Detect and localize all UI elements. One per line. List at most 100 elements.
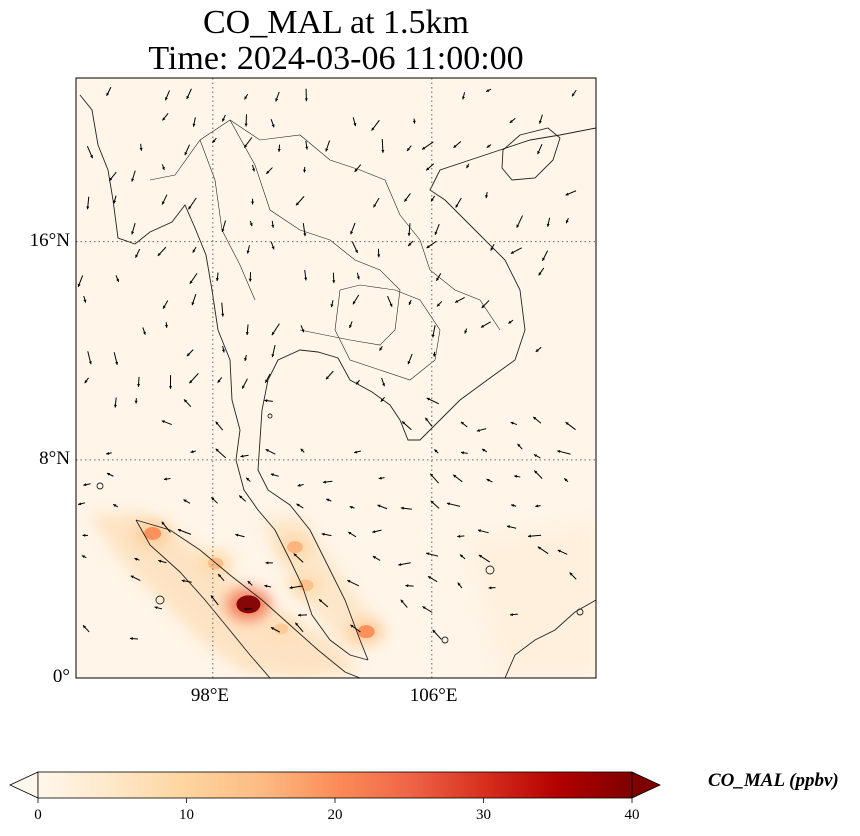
wind-arrow bbox=[347, 531, 357, 538]
wind-arrow bbox=[304, 269, 308, 281]
wind-arrow bbox=[106, 86, 112, 97]
wind-arrow bbox=[371, 119, 380, 131]
wind-arrow bbox=[569, 572, 577, 580]
wind-arrow bbox=[321, 532, 332, 537]
wind-arrow bbox=[295, 196, 305, 206]
wind-arrow bbox=[270, 119, 275, 128]
wind-arrow bbox=[241, 378, 248, 389]
wind-arrow bbox=[245, 477, 251, 482]
wind-arrow bbox=[108, 171, 117, 182]
map-frame bbox=[75, 77, 597, 679]
wind-arrow bbox=[137, 376, 141, 387]
wind-arrow bbox=[352, 294, 360, 305]
wind-arrow bbox=[264, 584, 272, 588]
wind-arrow bbox=[238, 495, 247, 502]
wind-arrow bbox=[106, 451, 112, 455]
concentration-hotspot bbox=[264, 617, 298, 641]
wind-arrow bbox=[476, 428, 487, 432]
wind-arrow bbox=[300, 325, 305, 333]
concentration-hotspot bbox=[134, 520, 171, 547]
wind-arrow bbox=[457, 582, 463, 589]
wind-arrow bbox=[509, 118, 516, 124]
wind-arrow bbox=[446, 502, 461, 507]
lon-tick-label: 98°E bbox=[190, 685, 230, 706]
wind-arrow bbox=[161, 194, 168, 205]
map-title-line2: Time: 2024-03-06 11:00:00 bbox=[148, 40, 524, 77]
wind-arrow bbox=[249, 220, 253, 227]
wind-arrow bbox=[563, 478, 569, 483]
wind-arrow bbox=[221, 114, 226, 122]
wind-arrow bbox=[406, 145, 412, 152]
wind-arrow bbox=[131, 170, 136, 182]
wind-arrow bbox=[381, 138, 385, 153]
wind-arrow bbox=[235, 533, 245, 538]
wind-arrow bbox=[164, 322, 168, 328]
wind-arrow bbox=[514, 474, 521, 478]
wind-arrow bbox=[430, 195, 436, 202]
wind-arrow bbox=[332, 272, 336, 284]
wind-arrow bbox=[163, 477, 171, 481]
map-title-line1: CO_MAL at 1.5km bbox=[202, 4, 469, 41]
wind-arrow bbox=[86, 196, 90, 210]
wind-arrow bbox=[353, 450, 361, 454]
wind-arrow bbox=[490, 243, 495, 251]
wind-arrow bbox=[347, 579, 360, 587]
wind-arrow bbox=[265, 167, 273, 175]
wind-arrow bbox=[181, 579, 192, 583]
wind-arrow bbox=[398, 562, 411, 567]
wind-arrow bbox=[300, 448, 305, 453]
wind-arrow bbox=[460, 421, 468, 428]
wind-arrow bbox=[516, 215, 523, 228]
concentration-hotspot bbox=[289, 573, 323, 598]
wind-arrow bbox=[129, 637, 139, 641]
wind-arrow bbox=[377, 248, 381, 258]
wind-arrow bbox=[245, 324, 249, 336]
wind-arrow bbox=[189, 272, 198, 285]
wind-arrow bbox=[322, 480, 333, 484]
wind-arrow bbox=[289, 585, 303, 590]
wind-arrow bbox=[488, 586, 496, 590]
wind-arrow bbox=[405, 584, 414, 588]
wind-arrow bbox=[537, 546, 549, 555]
wind-arrow bbox=[372, 555, 381, 561]
coastlines bbox=[79, 94, 596, 678]
wind-arrow bbox=[177, 528, 192, 535]
wind-arrow bbox=[373, 197, 380, 208]
wind-arrow bbox=[271, 345, 276, 358]
wind-arrow bbox=[318, 598, 329, 608]
wind-arrow bbox=[404, 193, 411, 202]
wind-arrow bbox=[84, 377, 89, 384]
wind-arrow bbox=[83, 483, 91, 487]
wind-arrow bbox=[135, 248, 141, 258]
wind-arrow bbox=[270, 626, 281, 633]
wind-arrow bbox=[379, 346, 383, 351]
wind-arrow bbox=[349, 321, 353, 329]
wind-arrow bbox=[168, 375, 173, 389]
wind-arrow bbox=[189, 373, 199, 384]
concentration-field bbox=[90, 512, 596, 678]
wind-arrow bbox=[113, 195, 117, 204]
wind-arrow bbox=[510, 421, 518, 426]
wind-arrow bbox=[537, 144, 543, 155]
wind-arrow bbox=[565, 218, 569, 224]
wind-arrow bbox=[464, 328, 468, 334]
wind-arrow bbox=[571, 89, 577, 97]
wind-arrow bbox=[557, 549, 568, 555]
wind-arrow bbox=[183, 399, 192, 408]
wind-arrow bbox=[326, 498, 332, 502]
colorbar-tick-label: 20 bbox=[327, 807, 343, 823]
wind-arrow bbox=[86, 146, 94, 159]
wind-arrow bbox=[481, 300, 490, 309]
wind-arrow bbox=[82, 533, 88, 537]
wind-arrow bbox=[247, 580, 253, 586]
wind-arrow bbox=[186, 349, 194, 357]
wind-arrow bbox=[541, 250, 549, 262]
wind-arrow bbox=[221, 345, 225, 353]
wind-arrow bbox=[215, 421, 224, 431]
wind-arrow bbox=[461, 92, 466, 100]
wind-arrow bbox=[305, 140, 309, 150]
wind-arrow bbox=[296, 503, 304, 509]
concentration-hotspot bbox=[226, 588, 271, 621]
wind-arrow bbox=[212, 137, 217, 144]
wind-arrow bbox=[533, 470, 543, 479]
